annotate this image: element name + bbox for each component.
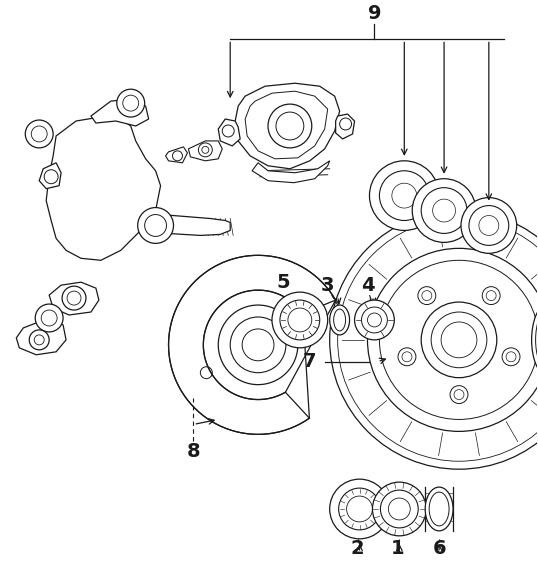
Circle shape (367, 248, 538, 431)
Circle shape (418, 286, 436, 304)
Circle shape (421, 302, 497, 378)
Polygon shape (188, 141, 222, 161)
Ellipse shape (532, 305, 538, 375)
Circle shape (268, 104, 312, 148)
Circle shape (398, 348, 416, 365)
Polygon shape (168, 255, 336, 435)
Polygon shape (336, 114, 355, 139)
Polygon shape (16, 318, 66, 355)
Polygon shape (91, 99, 148, 126)
Circle shape (502, 348, 520, 365)
Circle shape (35, 304, 63, 332)
Text: 7: 7 (303, 352, 316, 371)
Polygon shape (252, 161, 330, 182)
Polygon shape (148, 214, 230, 235)
Polygon shape (49, 282, 99, 315)
Text: 4: 4 (360, 275, 374, 295)
Text: 6: 6 (433, 539, 446, 558)
Polygon shape (166, 147, 187, 163)
Text: 3: 3 (321, 275, 335, 295)
Circle shape (461, 198, 516, 253)
Polygon shape (46, 116, 160, 260)
Circle shape (218, 305, 298, 385)
Circle shape (117, 89, 145, 117)
Circle shape (272, 292, 328, 348)
Circle shape (450, 386, 468, 404)
Circle shape (25, 120, 53, 148)
Circle shape (330, 479, 390, 539)
Polygon shape (39, 163, 61, 189)
Text: 9: 9 (367, 4, 381, 23)
Circle shape (138, 207, 173, 243)
Circle shape (355, 300, 394, 340)
Circle shape (62, 286, 86, 310)
Circle shape (372, 482, 426, 536)
Text: 8: 8 (187, 442, 200, 461)
Ellipse shape (330, 305, 350, 335)
Circle shape (29, 330, 49, 350)
Polygon shape (218, 119, 240, 146)
Polygon shape (235, 83, 339, 168)
Polygon shape (245, 91, 328, 159)
Circle shape (482, 286, 500, 304)
Text: 5: 5 (276, 272, 290, 292)
Text: 1: 1 (391, 539, 404, 558)
Circle shape (370, 161, 439, 231)
Ellipse shape (425, 487, 453, 531)
Text: 2: 2 (351, 539, 364, 558)
Circle shape (412, 179, 476, 242)
Circle shape (330, 210, 538, 469)
